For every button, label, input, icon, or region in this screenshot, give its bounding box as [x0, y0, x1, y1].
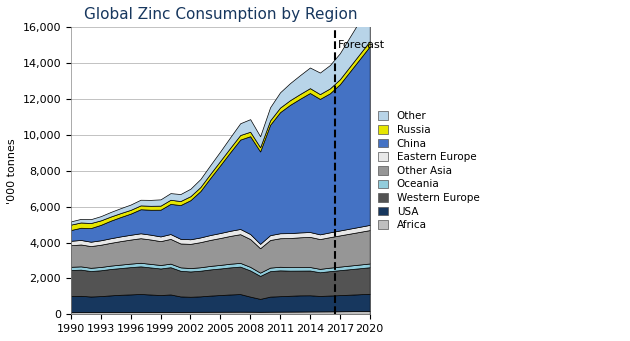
Title: Global Zinc Consumption by Region: Global Zinc Consumption by Region	[84, 7, 357, 22]
Legend: Other, Russia, China, Eastern Europe, Other Asia, Oceania, Western Europe, USA, : Other, Russia, China, Eastern Europe, Ot…	[378, 111, 479, 231]
Text: Forecast: Forecast	[338, 40, 385, 50]
Y-axis label: '000 tonnes: '000 tonnes	[7, 138, 17, 204]
